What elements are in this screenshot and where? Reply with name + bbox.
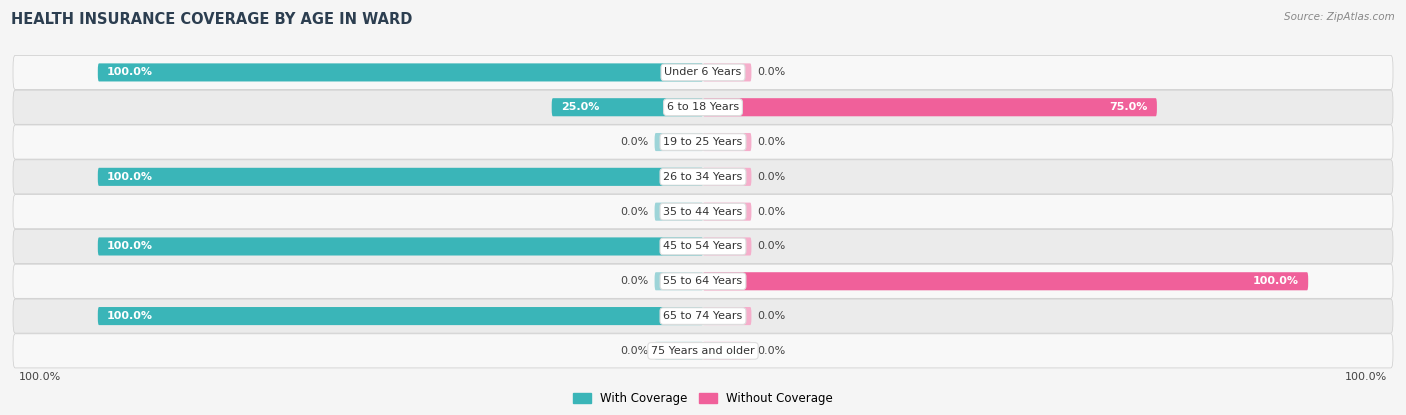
Text: 65 to 74 Years: 65 to 74 Years (664, 311, 742, 321)
Text: 0.0%: 0.0% (758, 137, 786, 147)
FancyBboxPatch shape (551, 98, 703, 116)
Text: 100.0%: 100.0% (107, 67, 153, 78)
Text: 19 to 25 Years: 19 to 25 Years (664, 137, 742, 147)
FancyBboxPatch shape (703, 133, 751, 151)
Text: 0.0%: 0.0% (758, 172, 786, 182)
FancyBboxPatch shape (13, 90, 1393, 124)
Text: 0.0%: 0.0% (758, 67, 786, 78)
Text: 0.0%: 0.0% (620, 276, 648, 286)
FancyBboxPatch shape (703, 237, 751, 256)
FancyBboxPatch shape (13, 55, 1393, 90)
Text: 26 to 34 Years: 26 to 34 Years (664, 172, 742, 182)
Text: 100.0%: 100.0% (107, 172, 153, 182)
Text: 6 to 18 Years: 6 to 18 Years (666, 102, 740, 112)
FancyBboxPatch shape (655, 272, 703, 290)
Text: 75 Years and older: 75 Years and older (651, 346, 755, 356)
Text: 0.0%: 0.0% (758, 207, 786, 217)
Legend: With Coverage, Without Coverage: With Coverage, Without Coverage (568, 387, 838, 410)
FancyBboxPatch shape (13, 264, 1393, 298)
FancyBboxPatch shape (98, 237, 703, 256)
Text: HEALTH INSURANCE COVERAGE BY AGE IN WARD: HEALTH INSURANCE COVERAGE BY AGE IN WARD (11, 12, 412, 27)
Text: 75.0%: 75.0% (1109, 102, 1147, 112)
FancyBboxPatch shape (98, 307, 703, 325)
FancyBboxPatch shape (703, 307, 751, 325)
Text: 55 to 64 Years: 55 to 64 Years (664, 276, 742, 286)
Text: 35 to 44 Years: 35 to 44 Years (664, 207, 742, 217)
FancyBboxPatch shape (98, 168, 703, 186)
FancyBboxPatch shape (13, 229, 1393, 264)
FancyBboxPatch shape (13, 299, 1393, 333)
Text: 0.0%: 0.0% (620, 207, 648, 217)
FancyBboxPatch shape (13, 160, 1393, 194)
Text: 25.0%: 25.0% (561, 102, 599, 112)
FancyBboxPatch shape (98, 63, 703, 81)
Text: 0.0%: 0.0% (758, 311, 786, 321)
Text: 0.0%: 0.0% (620, 346, 648, 356)
Text: 45 to 54 Years: 45 to 54 Years (664, 242, 742, 251)
FancyBboxPatch shape (13, 195, 1393, 229)
FancyBboxPatch shape (655, 133, 703, 151)
Text: 0.0%: 0.0% (758, 242, 786, 251)
Text: Source: ZipAtlas.com: Source: ZipAtlas.com (1284, 12, 1395, 22)
Text: 100.0%: 100.0% (1253, 276, 1299, 286)
Text: 100.0%: 100.0% (107, 242, 153, 251)
Text: Under 6 Years: Under 6 Years (665, 67, 741, 78)
FancyBboxPatch shape (655, 203, 703, 221)
FancyBboxPatch shape (703, 272, 1308, 290)
FancyBboxPatch shape (703, 342, 751, 360)
FancyBboxPatch shape (655, 342, 703, 360)
FancyBboxPatch shape (13, 125, 1393, 159)
FancyBboxPatch shape (703, 168, 751, 186)
FancyBboxPatch shape (703, 203, 751, 221)
FancyBboxPatch shape (703, 98, 1157, 116)
Text: 100.0%: 100.0% (1344, 372, 1386, 383)
Text: 0.0%: 0.0% (758, 346, 786, 356)
Text: 0.0%: 0.0% (620, 137, 648, 147)
Text: 100.0%: 100.0% (107, 311, 153, 321)
FancyBboxPatch shape (13, 334, 1393, 368)
FancyBboxPatch shape (703, 63, 751, 81)
Text: 100.0%: 100.0% (20, 372, 62, 383)
